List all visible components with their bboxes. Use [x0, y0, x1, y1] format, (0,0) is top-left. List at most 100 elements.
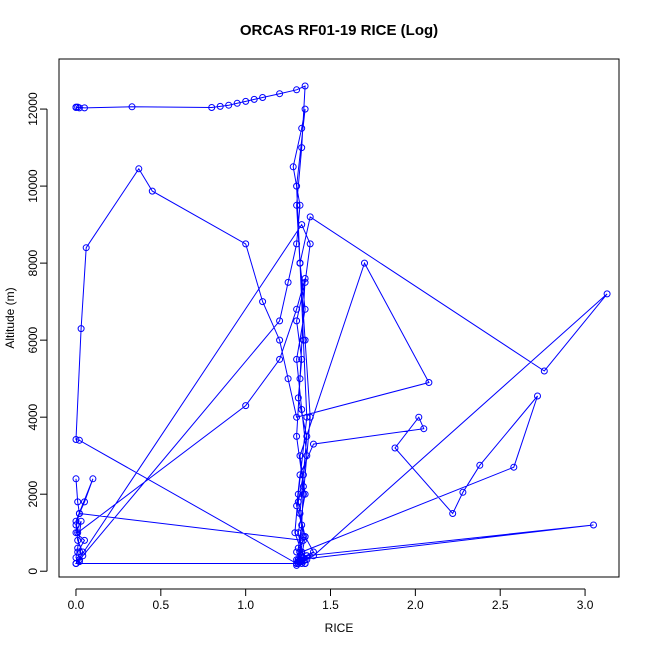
- data-point: [293, 86, 301, 94]
- data-point: [216, 102, 224, 110]
- data-point: [306, 240, 314, 248]
- data-point: [459, 488, 467, 496]
- data-point: [276, 355, 284, 363]
- data-point: [74, 536, 82, 544]
- data-point: [298, 355, 306, 363]
- data-point: [301, 82, 309, 90]
- data-point: [293, 432, 301, 440]
- data-point: [284, 278, 292, 286]
- data-point: [250, 95, 258, 103]
- data-point: [476, 461, 484, 469]
- data-point: [534, 392, 541, 400]
- y-tick-label: 10000: [26, 169, 40, 203]
- x-axis-label: RICE: [325, 621, 354, 635]
- data-point: [259, 298, 267, 306]
- y-tick-label: 2000: [26, 481, 40, 508]
- x-tick-label: 3.0: [577, 598, 594, 612]
- data-point: [590, 521, 597, 529]
- data-point: [75, 556, 83, 564]
- data-point: [276, 90, 284, 98]
- data-point: [74, 103, 82, 111]
- data-point: [298, 552, 306, 560]
- data-point: [293, 413, 301, 421]
- data-point: [72, 521, 80, 529]
- data-point: [303, 413, 311, 421]
- data-point: [79, 548, 87, 556]
- data-point: [299, 483, 307, 490]
- y-axis: 0 2000 4000 6000 8000 10000 12000: [26, 92, 48, 575]
- data-point: [293, 502, 301, 510]
- data-point: [299, 336, 307, 344]
- data-point: [82, 244, 90, 252]
- data-point: [296, 259, 304, 267]
- data-point: [361, 259, 368, 267]
- data-point: [293, 548, 301, 556]
- data-point: [540, 367, 548, 375]
- y-tick-label: 6000: [26, 326, 40, 353]
- data-point: [81, 104, 88, 112]
- y-tick-label: 12000: [26, 92, 40, 126]
- data-point: [306, 413, 314, 421]
- data-point: [75, 436, 83, 444]
- data-point: [293, 305, 301, 313]
- data-point: [391, 444, 399, 452]
- data-point: [72, 436, 80, 443]
- data-point: [310, 552, 317, 560]
- data-point: [298, 560, 306, 567]
- data-point: [148, 187, 156, 195]
- data-point: [242, 97, 250, 105]
- data-point: [294, 544, 302, 552]
- data-point: [303, 432, 311, 440]
- data-point: [294, 498, 302, 506]
- data-point: [298, 548, 306, 556]
- data-point: [293, 240, 301, 248]
- x-tick-label: 1.0: [237, 598, 254, 612]
- data-point: [603, 290, 611, 298]
- data-point: [135, 165, 143, 173]
- data-point: [301, 490, 309, 498]
- data-point: [294, 394, 302, 402]
- x-tick-label: 2.0: [407, 598, 424, 612]
- data-point: [296, 471, 304, 479]
- data-point: [510, 463, 518, 471]
- data-point: [296, 201, 304, 209]
- data-point: [75, 558, 83, 566]
- data-point: [72, 475, 80, 483]
- data-point: [299, 536, 307, 544]
- x-tick-label: 0.0: [68, 598, 85, 612]
- data-point: [128, 103, 136, 111]
- data-point: [291, 529, 299, 537]
- data-point: [415, 413, 423, 421]
- data-point: [298, 521, 306, 529]
- data-point: [425, 379, 433, 386]
- data-point: [284, 375, 292, 383]
- data-point: [77, 325, 85, 333]
- data-point: [289, 163, 297, 171]
- data-point: [303, 552, 311, 560]
- data-point: [74, 529, 82, 537]
- data-point: [303, 556, 311, 564]
- data-point: [310, 440, 317, 448]
- x-tick-label: 0.5: [152, 598, 169, 612]
- data-point: [75, 510, 83, 517]
- chart-title: ORCAS RF01-19 RICE (Log): [240, 22, 438, 39]
- x-tick-label: 1.5: [322, 598, 339, 612]
- data-point: [242, 240, 250, 248]
- data-point: [259, 94, 267, 101]
- y-tick-label: 4000: [26, 404, 40, 431]
- data-point: [303, 452, 311, 460]
- data-point: [72, 517, 80, 525]
- data-point: [276, 336, 284, 344]
- data-point: [293, 201, 301, 209]
- data-point: [74, 498, 82, 506]
- data-point: [298, 144, 306, 152]
- data-point: [306, 213, 314, 221]
- data-point: [77, 517, 85, 525]
- data-point: [294, 529, 302, 537]
- data-point: [420, 425, 428, 433]
- x-axis: 0.0 0.5 1.0 1.5 2.0 2.5 3.0: [68, 588, 594, 612]
- data-point: [296, 510, 304, 517]
- y-axis-label: Altitude (m): [3, 287, 17, 348]
